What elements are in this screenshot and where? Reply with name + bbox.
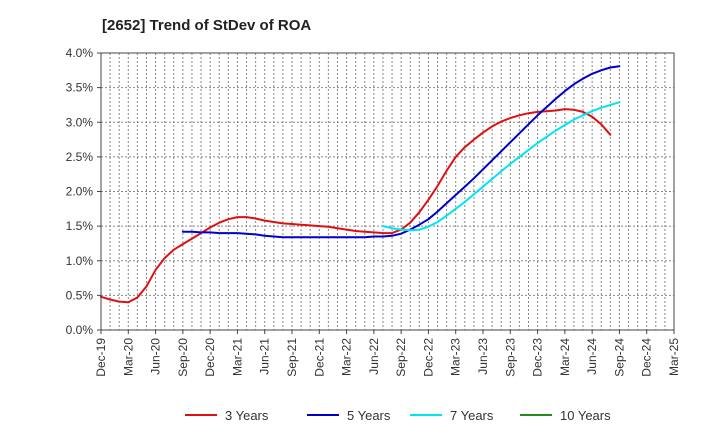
x-tick-label: Sep-24 [612, 338, 626, 377]
series-line-3-years [100, 108, 612, 304]
y-tick-label: 2.0% [66, 185, 94, 199]
y-tick-label: 0.0% [66, 323, 94, 337]
y-tick-label: 3.5% [66, 81, 94, 95]
x-tick-label: Dec-22 [421, 338, 435, 377]
x-tick-label: Jun-20 [149, 338, 163, 375]
y-tick-label: 3.0% [66, 115, 94, 129]
y-axis: 0.0% 0.5% 1.0% 1.5% 2.0% 2.5% 3.0% 3.5% 4.0% [66, 46, 101, 337]
x-tick-label: Mar-25 [667, 338, 681, 376]
grid [101, 53, 674, 330]
x-axis: Dec-19 Mar-20 Jun-20 Sep-20 Dec-20 Mar-21 Jun-… [94, 330, 681, 377]
x-tick-label: Mar-23 [449, 338, 463, 376]
x-tick-label: Dec-19 [94, 338, 108, 377]
x-tick-label: Sep-23 [503, 338, 517, 377]
y-tick-label: 1.5% [66, 219, 94, 233]
y-tick-label: 1.0% [66, 254, 94, 268]
legend-label: 3 Years [225, 408, 269, 423]
plot-frame [100, 52, 675, 331]
x-tick-label: Sep-22 [394, 338, 408, 377]
y-tick-label: 4.0% [66, 46, 94, 60]
x-tick-label: Mar-22 [340, 338, 354, 376]
x-tick-label: Dec-20 [203, 338, 217, 377]
x-tick-label: Dec-21 [312, 338, 326, 377]
legend-label: 10 Years [560, 408, 611, 423]
x-tick-label: Jun-21 [258, 338, 272, 375]
y-tick-label: 0.5% [66, 288, 94, 302]
x-tick-label: Jun-22 [367, 338, 381, 375]
y-tick-label: 2.5% [66, 150, 94, 164]
x-tick-label: Jun-23 [476, 338, 490, 375]
series-line-7-years [382, 101, 621, 232]
x-tick-label: Mar-24 [558, 338, 572, 376]
x-tick-label: Dec-23 [531, 338, 545, 377]
chart-title: [2652] Trend of StDev of ROA [102, 17, 311, 34]
series-line-5-years [181, 65, 621, 239]
x-tick-label: Sep-21 [285, 338, 299, 377]
x-tick-label: Jun-24 [585, 338, 599, 375]
x-tick-label: Mar-21 [230, 338, 244, 376]
x-tick-label: Mar-20 [121, 338, 135, 376]
legend-label: 7 Years [450, 408, 494, 423]
plot-lines [100, 65, 621, 304]
legend: 3 Years 5 Years 7 Years 10 Years [185, 408, 611, 423]
x-tick-label: Dec-24 [640, 338, 654, 377]
x-tick-label: Sep-20 [176, 338, 190, 377]
legend-label: 5 Years [347, 408, 391, 423]
